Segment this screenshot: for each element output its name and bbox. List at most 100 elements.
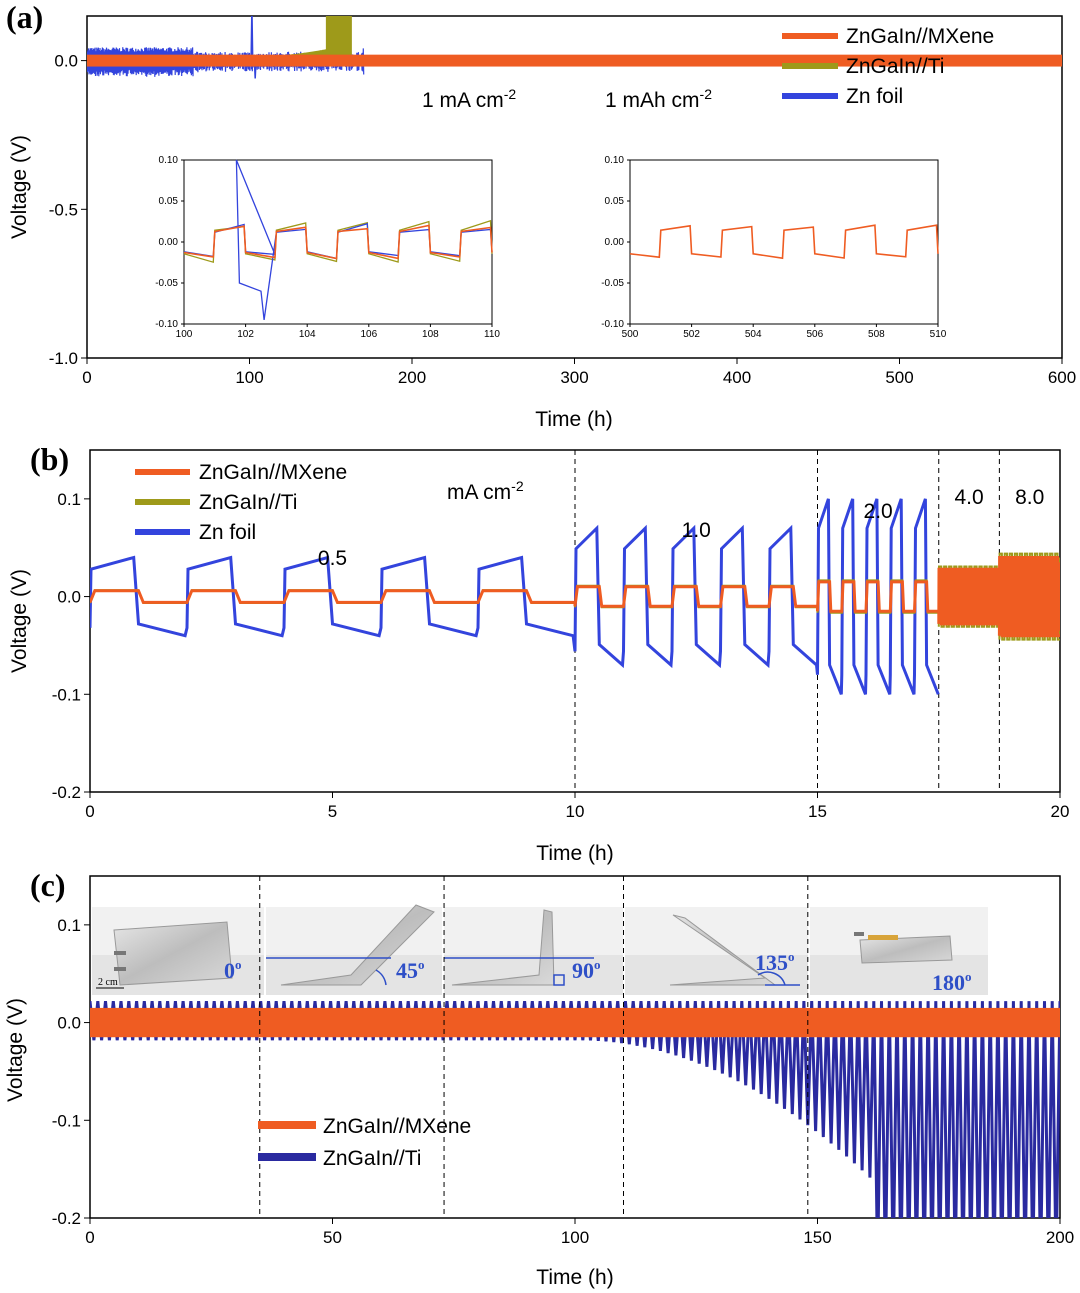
legend-b-zn: Zn foil [199, 521, 256, 544]
pouch-cell [280, 904, 435, 986]
inset2-ytick-label: -0.05 [601, 278, 624, 289]
inset1-ytick-label: -0.10 [155, 319, 178, 330]
a-xtick-label: 600 [1048, 368, 1076, 387]
inset1-xtick-label: 106 [360, 329, 377, 340]
panel-b-segment-labels: 0.5 1.0 2.0 4.0 8.0 [318, 486, 1044, 570]
b-segment-label: 8.0 [1015, 486, 1044, 509]
pouch-cell [113, 921, 233, 986]
legend-a-mxene: ZnGaIn//MXene [846, 25, 994, 48]
legend-b-ti: ZnGaIn//Ti [199, 491, 297, 514]
c-xtick-label: 200 [1046, 1228, 1074, 1247]
inset-1: 100 102 104 106 108 110 0.10 0.05 0.00 -0.05 -0.10 [155, 155, 500, 340]
inset1-xtick-label: 104 [299, 329, 316, 340]
inset1-xtick-label: 110 [484, 329, 500, 340]
b-segment-label: 4.0 [954, 486, 983, 509]
inset-2-series [629, 224, 939, 260]
b-series-zn-foil [90, 498, 940, 695]
panel-a-xlabel: Time (h) [535, 408, 612, 431]
inset2-xtick-label: 504 [745, 329, 762, 340]
angle-arc [375, 969, 387, 986]
b-xtick-label: 0 [85, 802, 94, 821]
legend-c-ti: ZnGaIn//Ti [323, 1147, 421, 1170]
a-xtick-label: 100 [235, 368, 263, 387]
pouch-cell [669, 914, 777, 986]
b-ytick-label: 0.0 [57, 588, 81, 607]
inset-1-series [183, 159, 493, 320]
panel-b-unit: mA cm-2 [447, 478, 524, 504]
inset1-xtick-label: 102 [237, 329, 254, 340]
panel-c-xlabel: Time (h) [536, 1266, 613, 1289]
bend-angle-label: 135o [755, 949, 795, 975]
inset1-ytick-label: 0.00 [159, 237, 179, 248]
bend-photo-0: 2 cm 0o [92, 907, 264, 995]
panel-a-legend: ZnGaIn//MXene ZnGaIn//Ti Zn foil [782, 25, 994, 108]
cell-tab [854, 932, 864, 936]
inset2-xtick-label: 502 [683, 329, 700, 340]
b-xtick-label: 15 [808, 802, 827, 821]
cell-tab-tape [868, 935, 898, 940]
a-ytick-label: -0.5 [49, 200, 78, 219]
panel-c-legend: ZnGaIn//MXene ZnGaIn//Ti [258, 1115, 471, 1170]
panel-b-ticks: 0 5 10 15 20 0.1 0.0 -0.1 -0.2 [52, 490, 1070, 821]
panel-a-series [87, 16, 1062, 79]
a-xtick-label: 400 [723, 368, 751, 387]
inset2-ytick-label: 0.00 [605, 237, 625, 248]
inset1-xtick-label: 100 [176, 329, 193, 340]
panel-b-legend: ZnGaIn//MXene ZnGaIn//Ti Zn foil [135, 461, 347, 544]
pouch-cell [859, 935, 953, 964]
b-series-zngain-mxene [90, 556, 1060, 638]
b-ytick-label: 0.1 [57, 490, 81, 509]
panel-b-xlabel: Time (h) [536, 842, 613, 865]
zn-spike-up [250, 16, 254, 67]
panel-c-ylabel: Voltage (V) [4, 998, 27, 1102]
inset2-xtick-label: 506 [806, 329, 823, 340]
b-xtick-label: 10 [566, 802, 585, 821]
panel-a-ylabel: Voltage (V) [8, 135, 31, 239]
panel-a: (a) 0 100 200 300 400 500 600 0.0 -0.5 -1.0 Time … [6, 0, 1076, 431]
inset2-xtick-label: 510 [930, 329, 947, 340]
b-segment-label: 2.0 [864, 500, 893, 523]
panel-b-label: (b) [30, 441, 69, 477]
inset2-xtick-label: 508 [868, 329, 885, 340]
panel-b-ylabel: Voltage (V) [8, 569, 31, 673]
panel-a-capacity: 1 mAh cm-2 [605, 86, 712, 112]
b-xtick-label: 20 [1051, 802, 1070, 821]
bend-photos: 2 cm 0o 45o 90o 135o 180o [92, 904, 988, 995]
panel-a-label: (a) [6, 0, 43, 35]
bend-photo-3: 135o [625, 907, 808, 995]
c-ytick-label: 0.0 [57, 1014, 81, 1033]
inset1-ytick-label: -0.05 [155, 278, 178, 289]
bend-photo-4: 180o [810, 907, 988, 995]
b-ytick-label: -0.1 [52, 685, 81, 704]
right-angle-mark [553, 974, 565, 986]
a-xtick-label: 300 [560, 368, 588, 387]
panel-a-ticks: 0 100 200 300 400 500 600 0.0 -0.5 -1.0 [49, 52, 1076, 387]
panel-c-label: (c) [30, 867, 66, 903]
a-ytick-label: 0.0 [54, 52, 78, 71]
c-xtick-label: 150 [803, 1228, 831, 1247]
cell-tab [114, 951, 126, 955]
panel-c-ticks: 0 50 100 150 200 0.1 0.0 -0.1 -0.2 [52, 876, 1074, 1247]
zn-spike-down [253, 60, 257, 79]
c-xtick-label: 0 [85, 1228, 94, 1247]
legend-c-mxene: ZnGaIn//MXene [323, 1115, 471, 1138]
inset-2: 500 502 504 506 508 510 0.10 0.05 0.00 -0.05 -0.10 [601, 155, 947, 340]
bend-angle-label: 0o [224, 957, 242, 983]
panel-a-current-density: 1 mA cm-2 [422, 86, 516, 112]
inset2-ytick-label: 0.10 [605, 155, 625, 166]
series-zngain-mxene [87, 54, 1062, 67]
b-segment-label: 0.5 [318, 547, 347, 570]
inset1-mxene-line [183, 224, 493, 260]
legend-a-zn: Zn foil [846, 85, 903, 108]
a-ytick-label: -1.0 [49, 349, 78, 368]
c-ytick-label: -0.2 [52, 1209, 81, 1228]
photo-table [444, 955, 623, 995]
inset-1-ticks: 100 102 104 106 108 110 0.10 0.05 0.00 -0.05 -0.10 [155, 155, 500, 340]
b-xtick-label: 5 [328, 802, 337, 821]
inset2-xtick-label: 500 [622, 329, 639, 340]
legend-b-mxene: ZnGaIn//MXene [199, 461, 347, 484]
inset1-ytick-label: 0.10 [159, 155, 179, 166]
a-xtick-label: 0 [82, 368, 91, 387]
bend-angle-label: 45o [396, 957, 425, 983]
